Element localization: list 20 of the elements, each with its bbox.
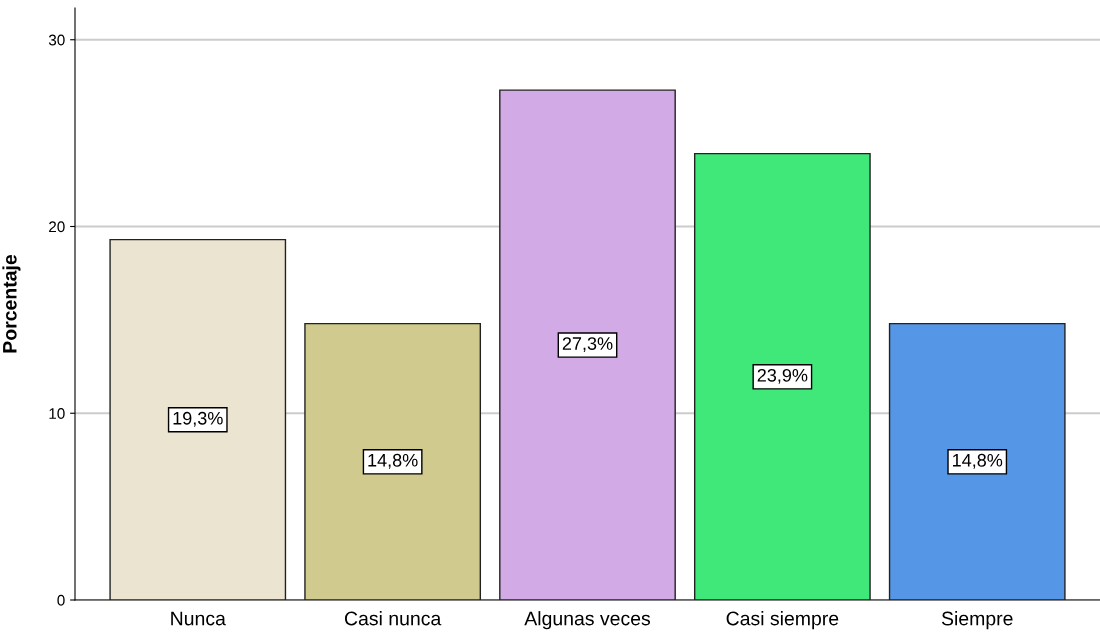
bar: [499, 89, 676, 600]
data-label: 14,8%: [953, 453, 1003, 469]
bar: [109, 238, 287, 600]
x-tick-label: Casi nunca: [344, 611, 442, 626]
bar: [693, 152, 871, 600]
y-tick-label: 30: [48, 34, 65, 46]
y-axis-title: Porcentaje: [2, 254, 21, 353]
bar: [888, 322, 1066, 600]
data-label: 27,3%: [562, 337, 613, 353]
y-tick-label: 10: [49, 408, 65, 419]
data-label: 14,8%: [368, 453, 418, 469]
x-tick-label: Casi siempre: [726, 611, 839, 630]
data-label: 19,3%: [173, 411, 223, 427]
y-tick-label: 0: [57, 594, 65, 606]
y-tick-label: 20: [49, 221, 65, 233]
data-label: 23,9%: [757, 368, 808, 384]
x-tick-label: Algunas veces: [524, 611, 651, 630]
x-tick-label: Nunca: [171, 611, 226, 626]
bar: [304, 322, 482, 600]
x-tick-label: Siempre: [941, 611, 1013, 630]
